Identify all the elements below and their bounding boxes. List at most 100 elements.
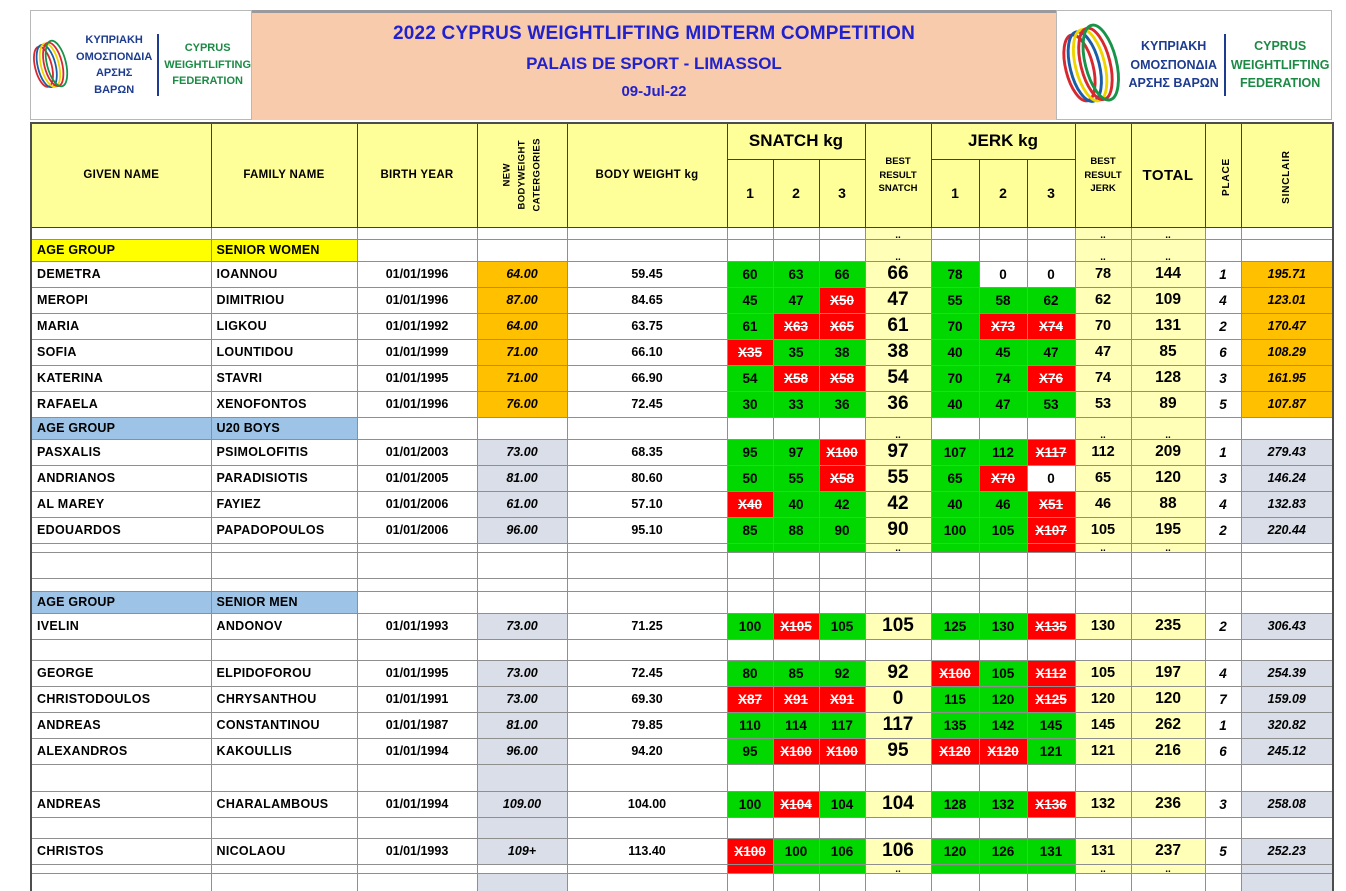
cell-total[interactable] (1130, 551, 1206, 579)
cell-place[interactable] (1204, 872, 1242, 891)
cell-snatch-3[interactable]: 117 (818, 711, 866, 739)
cell-jerk-1[interactable] (930, 416, 980, 440)
cell-snatch-3[interactable] (818, 638, 866, 661)
cell-place[interactable]: 7 (1204, 685, 1242, 713)
cell-jerk-3[interactable]: X135 (1026, 612, 1076, 640)
cell-given-name[interactable]: MARIA (30, 312, 212, 340)
cell-snatch-1[interactable]: 100 (726, 790, 774, 818)
cell-snatch-1[interactable]: 95 (726, 737, 774, 765)
cell-family-name[interactable]: PARADISIOTIS (210, 464, 358, 492)
cell-total[interactable] (1130, 872, 1206, 891)
cell-place[interactable]: 3 (1204, 464, 1242, 492)
cell-jerk-1[interactable]: 65 (930, 464, 980, 492)
cell-total[interactable]: .. (1130, 863, 1206, 874)
cell-best-snatch[interactable]: 90 (864, 516, 932, 544)
col-header-snatch-3[interactable]: 3 (818, 158, 866, 228)
cell-best-jerk[interactable]: 145 (1074, 711, 1132, 739)
cell-snatch-2[interactable]: X104 (772, 790, 820, 818)
cell-snatch-1[interactable] (726, 551, 774, 579)
cell-snatch-2[interactable]: 88 (772, 516, 820, 544)
cell-sinclair[interactable]: 254.39 (1240, 659, 1334, 687)
cell-jerk-1[interactable] (930, 638, 980, 661)
cell-birth-year[interactable]: 01/01/1996 (356, 286, 478, 314)
cell-total[interactable]: .. (1130, 226, 1206, 240)
cell-sinclair[interactable]: 123.01 (1240, 286, 1334, 314)
cell-given-name[interactable]: EDOUARDOS (30, 516, 212, 544)
col-header-jerk-3[interactable]: 3 (1026, 158, 1076, 228)
cell-place[interactable]: 1 (1204, 711, 1242, 739)
cell-body-weight[interactable]: 63.75 (566, 312, 728, 340)
cell-category[interactable] (476, 551, 568, 579)
cell-jerk-3[interactable]: 62 (1026, 286, 1076, 314)
cell-jerk-3[interactable] (1026, 238, 1076, 262)
cell-jerk-3[interactable] (1026, 638, 1076, 661)
cell-body-weight[interactable]: 71.25 (566, 612, 728, 640)
cell-category[interactable] (476, 816, 568, 839)
cell-category[interactable] (476, 542, 568, 553)
cell-snatch-2[interactable] (772, 577, 820, 592)
cell-jerk-2[interactable]: 105 (978, 516, 1028, 544)
cell-best-jerk[interactable]: 74 (1074, 364, 1132, 392)
cell-snatch-3[interactable] (818, 577, 866, 592)
cell-sinclair[interactable]: 132.83 (1240, 490, 1334, 518)
cell-jerk-1[interactable]: 40 (930, 390, 980, 418)
cell-birth-year[interactable]: 01/01/1993 (356, 612, 478, 640)
cell-jerk-3[interactable]: X76 (1026, 364, 1076, 392)
cell-jerk-2[interactable]: X70 (978, 464, 1028, 492)
cell-category[interactable]: 71.00 (476, 364, 568, 392)
col-header-jerk[interactable]: JERK kg (930, 122, 1076, 160)
cell-jerk-1[interactable] (930, 590, 980, 614)
cell-jerk-3[interactable]: X107 (1026, 516, 1076, 544)
cell-sinclair[interactable] (1240, 416, 1334, 440)
col-header-birth-year[interactable]: BIRTH YEAR (356, 122, 478, 228)
cell-best-jerk[interactable] (1074, 638, 1132, 661)
cell-family-name[interactable]: DIMITRIOU (210, 286, 358, 314)
cell-jerk-2[interactable]: 74 (978, 364, 1028, 392)
cell-total[interactable]: 262 (1130, 711, 1206, 739)
col-header-snatch-2[interactable]: 2 (772, 158, 820, 228)
cell-snatch-1[interactable]: 60 (726, 260, 774, 288)
cell-family-name[interactable]: CHARALAMBOUS (210, 790, 358, 818)
cell-snatch-3[interactable] (818, 416, 866, 440)
cell-sinclair[interactable]: 306.43 (1240, 612, 1334, 640)
cell-jerk-1[interactable] (930, 577, 980, 592)
cell-best-jerk[interactable]: 53 (1074, 390, 1132, 418)
cell-family-name[interactable] (210, 577, 358, 592)
cell-given-name[interactable]: DEMETRA (30, 260, 212, 288)
cell-body-weight[interactable] (566, 238, 728, 262)
cell-best-snatch[interactable]: 95 (864, 737, 932, 765)
cell-snatch-1[interactable]: 100 (726, 612, 774, 640)
cell-snatch-2[interactable] (772, 763, 820, 792)
cell-snatch-1[interactable] (726, 577, 774, 592)
cell-given-name[interactable] (30, 638, 212, 661)
cell-given-name[interactable] (30, 542, 212, 553)
cell-snatch-2[interactable]: 55 (772, 464, 820, 492)
cell-best-snatch[interactable]: 38 (864, 338, 932, 366)
cell-snatch-3[interactable] (818, 763, 866, 792)
cell-body-weight[interactable] (566, 872, 728, 891)
cell-birth-year[interactable] (356, 590, 478, 614)
cell-jerk-3[interactable] (1026, 590, 1076, 614)
cell-snatch-2[interactable]: 114 (772, 711, 820, 739)
cell-birth-year[interactable]: 01/01/1994 (356, 790, 478, 818)
cell-snatch-3[interactable]: X100 (818, 438, 866, 466)
cell-body-weight[interactable]: 80.60 (566, 464, 728, 492)
cell-jerk-3[interactable] (1026, 416, 1076, 440)
cell-family-name[interactable] (210, 863, 358, 874)
cell-category[interactable]: 64.00 (476, 260, 568, 288)
cell-sinclair[interactable] (1240, 238, 1334, 262)
cell-best-snatch[interactable] (864, 816, 932, 839)
cell-sinclair[interactable] (1240, 763, 1334, 792)
cell-jerk-1[interactable]: 100 (930, 516, 980, 544)
cell-best-snatch[interactable]: 106 (864, 837, 932, 865)
cell-category[interactable] (476, 863, 568, 874)
col-header-body-weight[interactable]: BODY WEIGHT kg (566, 122, 728, 228)
cell-birth-year[interactable]: 01/01/1995 (356, 659, 478, 687)
cell-family-name[interactable]: FAYIEZ (210, 490, 358, 518)
cell-jerk-2[interactable]: 126 (978, 837, 1028, 865)
cell-body-weight[interactable] (566, 416, 728, 440)
cell-place[interactable] (1204, 238, 1242, 262)
cell-given-name[interactable]: CHRISTODOULOS (30, 685, 212, 713)
cell-best-snatch[interactable]: .. (864, 863, 932, 874)
cell-sinclair[interactable] (1240, 863, 1334, 874)
